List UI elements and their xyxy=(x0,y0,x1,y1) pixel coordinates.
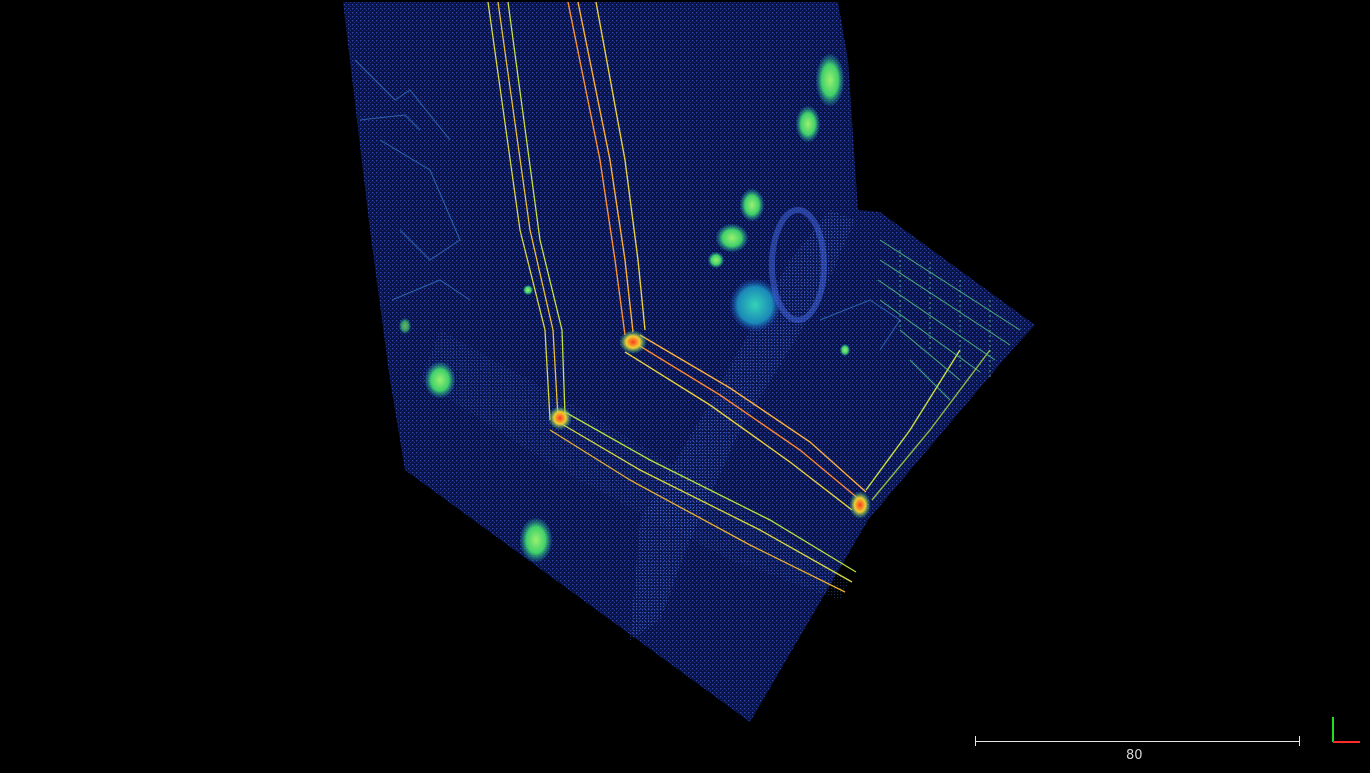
scale-bar-tick-left xyxy=(975,736,976,746)
intersection-marker xyxy=(548,406,572,430)
cyan-blob xyxy=(730,279,780,331)
tree-cluster xyxy=(840,344,850,356)
lane-lines-right xyxy=(567,1,991,511)
tree-cluster xyxy=(740,189,764,221)
tree-cluster xyxy=(399,318,411,334)
scale-bar-line xyxy=(975,741,1300,742)
tree-cluster xyxy=(523,285,533,295)
scale-bar-label: 80 xyxy=(1126,748,1143,763)
scale-bar xyxy=(975,736,1300,750)
trees xyxy=(399,54,850,562)
tree-cluster xyxy=(425,362,455,398)
lane-lines-left xyxy=(487,1,857,593)
tree-cluster xyxy=(796,106,820,142)
road-band-lower xyxy=(420,330,850,600)
parking-grid xyxy=(877,239,1021,401)
blue-oval-structure xyxy=(769,207,827,323)
axes-widget xyxy=(1332,717,1360,743)
ground-points-texture xyxy=(343,2,1035,722)
building-outlines xyxy=(354,59,901,351)
intersection-marker xyxy=(849,491,871,519)
tree-cluster xyxy=(520,518,552,562)
intersection-markers xyxy=(548,330,871,519)
tree-cluster xyxy=(708,252,724,268)
tree-cluster xyxy=(716,224,748,252)
tree-cluster xyxy=(816,54,844,106)
intersection-marker xyxy=(619,330,647,354)
point-cloud xyxy=(343,1,1035,722)
scale-bar-tick-right xyxy=(1299,736,1300,746)
